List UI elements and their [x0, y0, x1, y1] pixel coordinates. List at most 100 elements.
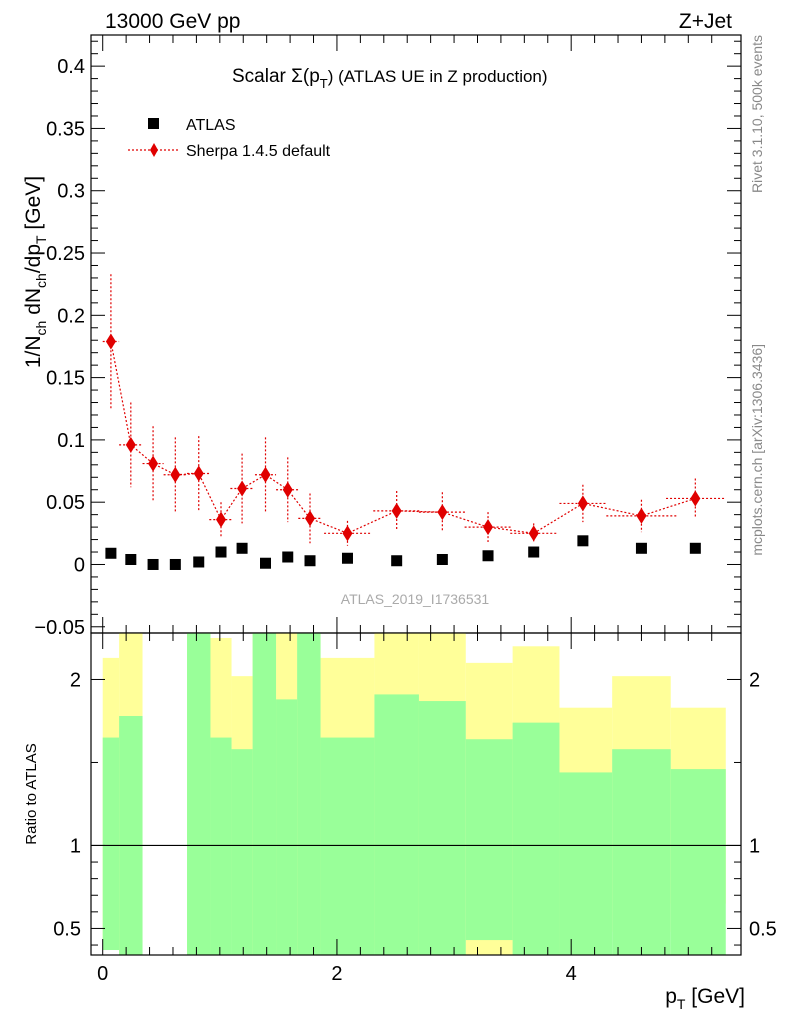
atlas-point — [689, 542, 701, 554]
mc-point — [528, 525, 539, 542]
mc-point — [170, 466, 181, 483]
plot-title: Scalar Σ(pT) (ATLAS UE in Z production) — [232, 66, 548, 91]
ratio-green-band — [297, 633, 321, 955]
mc-point — [342, 525, 353, 542]
ratio-ytick-label: 1 — [70, 835, 81, 857]
mc-point — [105, 333, 116, 350]
ratio-green-band — [210, 737, 232, 955]
main-ytick-label: 0.1 — [57, 430, 85, 452]
x-axis-title: pT [GeV] — [665, 985, 745, 1012]
mc-point — [437, 504, 448, 521]
plot-title-sub: T — [320, 76, 328, 91]
atlas-point — [215, 546, 227, 558]
legend: ATLAS Sherpa 1.4.5 default — [128, 117, 331, 160]
y-title-part4: ch — [33, 273, 49, 288]
y-title-part1: 1/N — [22, 335, 45, 368]
y-axis-title: 1/Nch dNch/dpT [GeV] — [22, 176, 49, 368]
atlas-point — [282, 551, 294, 563]
mc-point — [483, 519, 494, 536]
ratio-panel: 0.5 0.5 1 1 2 2 0 2 4 — [53, 632, 777, 985]
ratio-green-band — [612, 749, 671, 955]
main-ytick-label: 0.2 — [57, 305, 85, 327]
atlas-point — [169, 558, 181, 570]
ratio-frame — [90, 632, 742, 956]
main-ytick-label: 0.15 — [46, 368, 85, 390]
atlas-point — [635, 542, 647, 554]
atlas-point — [147, 558, 159, 570]
main-data-layer — [102, 274, 725, 570]
rivet-note: Rivet 3.1.10, 500k events — [749, 35, 765, 193]
mc-point — [148, 455, 159, 472]
legend-atlas-label: ATLAS — [186, 117, 236, 134]
ratio-green-band — [276, 699, 298, 955]
analysis-watermark: ATLAS_2019_I1736531 — [341, 591, 490, 607]
plot-title-rest: ) (ATLAS UE in Z production) — [328, 67, 548, 86]
ratio-ytick-label: 0.5 — [53, 918, 81, 940]
ratio-ticks: 0.5 0.5 1 1 2 2 0 2 4 — [53, 633, 777, 985]
atlas-point — [193, 556, 205, 568]
atlas-point — [577, 535, 589, 547]
mc-point — [690, 490, 701, 507]
atlas-point — [105, 547, 117, 559]
mc-point — [636, 507, 647, 524]
mc-point — [193, 465, 204, 482]
mcplots-note: mcplots.cern.ch [arXiv:1306.3436] — [749, 344, 765, 556]
x-title-part2: T — [677, 996, 686, 1012]
ratio-green-band — [418, 701, 466, 955]
atlas-point — [304, 555, 316, 567]
atlas-point — [482, 550, 494, 562]
mc-point — [260, 466, 271, 483]
main-panel: −0.05 0 0.05 0.1 0.15 0.2 0.25 0.3 0.35 0.4 — [34, 34, 742, 639]
main-ytick-label: 0 — [74, 554, 85, 576]
main-ytick-label: −0.05 — [34, 617, 85, 639]
ratio-green-band — [119, 715, 143, 955]
ratio-xtick-label: 0 — [97, 963, 108, 985]
process-label: Z+Jet — [679, 10, 732, 33]
ratio-green-band — [512, 722, 560, 955]
ratio-green-band — [465, 739, 513, 941]
mc-point — [391, 502, 402, 519]
mc-point — [125, 436, 136, 453]
ratio-green-band — [670, 769, 726, 955]
ratio-green-band — [559, 772, 613, 955]
y-title-part3: dN — [22, 288, 45, 321]
ratio-green-band — [374, 694, 419, 955]
mc-point — [237, 480, 248, 497]
y-title-part6: T — [33, 235, 49, 244]
y-title-part2: ch — [33, 321, 49, 336]
x-title-part1: p — [665, 985, 677, 1008]
ratio-xtick-label: 2 — [331, 963, 342, 985]
legend-mc-label: Sherpa 1.4.5 default — [186, 143, 331, 160]
main-ytick-label: 0.35 — [46, 118, 85, 140]
ratio-ytick-label-right: 2 — [749, 669, 760, 691]
atlas-point — [341, 552, 353, 564]
atlas-point — [391, 555, 403, 567]
ratio-green-band — [102, 737, 120, 951]
mc-point — [282, 481, 293, 498]
x-title-part3: [GeV] — [685, 985, 745, 1008]
legend-mc-marker — [150, 143, 158, 157]
mc-point — [577, 495, 588, 512]
atlas-point — [236, 542, 248, 554]
y-title-part7: [GeV] — [22, 176, 45, 236]
y-title-part5: /dp — [22, 244, 45, 273]
atlas-point — [436, 553, 448, 565]
main-ytick-label: 0.25 — [46, 243, 85, 265]
ratio-ytick-label-right: 0.5 — [749, 918, 777, 940]
ratio-ytick-label-right: 1 — [749, 835, 760, 857]
mc-point — [305, 510, 316, 527]
legend-atlas-marker — [148, 118, 159, 129]
ratio-green-band — [252, 633, 277, 955]
atlas-point — [528, 546, 540, 558]
ratio-green-band — [187, 633, 211, 955]
energy-label: 13000 GeV pp — [105, 10, 240, 33]
main-ticks: −0.05 0 0.05 0.1 0.15 0.2 0.25 0.3 0.35 0.4 — [34, 35, 741, 639]
mc-point — [216, 511, 226, 528]
plot-title-main: Scalar Σ(p — [232, 66, 320, 87]
atlas-point — [125, 553, 137, 565]
main-ytick-label: 0.3 — [57, 181, 85, 203]
ratio-green-band — [231, 749, 253, 955]
ratio-green-band — [320, 737, 375, 955]
ratio-bands — [102, 633, 726, 955]
